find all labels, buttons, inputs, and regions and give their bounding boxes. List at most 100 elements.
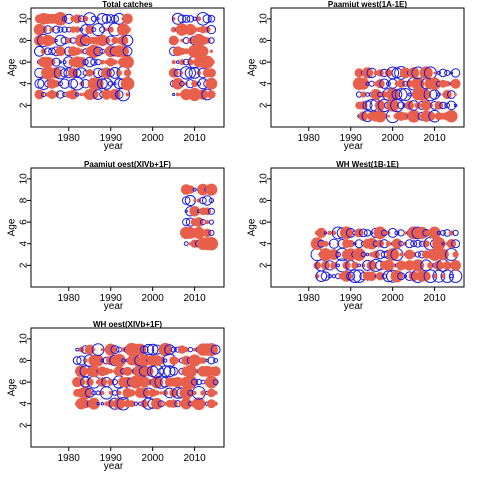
panel-1: Total catches 1980 1990 2000 2010 2 4 6 8 10 year A… — [7, 0, 225, 152]
x-tick-label: 1980 — [58, 453, 81, 464]
positive-residual-bubble — [92, 354, 104, 367]
bubble-group — [72, 342, 221, 411]
plot-frame — [270, 7, 465, 128]
positive-residual-bubble — [427, 262, 434, 269]
negative-residual-bubble — [52, 25, 61, 34]
positive-residual-bubble — [390, 262, 396, 268]
negative-residual-bubble — [179, 66, 193, 80]
negative-residual-bubble — [106, 14, 116, 24]
negative-residual-bubble — [177, 14, 187, 24]
positive-residual-bubble — [123, 69, 132, 77]
negative-residual-bubble — [407, 92, 412, 97]
y-tick-label: 6 — [259, 59, 270, 65]
negative-residual-bubble — [84, 388, 95, 398]
negative-residual-bubble — [72, 356, 82, 365]
positive-residual-bubble — [206, 68, 216, 78]
positive-residual-bubble — [373, 226, 387, 240]
positive-residual-bubble — [116, 390, 122, 396]
positive-residual-bubble — [201, 401, 206, 406]
positive-residual-bubble — [396, 79, 406, 88]
positive-residual-bubble — [425, 111, 436, 121]
negative-residual-bubble — [398, 240, 404, 247]
negative-residual-bubble — [163, 358, 168, 363]
positive-residual-bubble — [125, 92, 130, 97]
panel-2: Paamiut west(1A-1E) 1980 1990 2000 2010 2 4 6 8 1… — [247, 0, 465, 152]
x-axis-label: year — [104, 141, 124, 152]
positive-residual-bubble — [108, 390, 113, 395]
positive-residual-bubble — [193, 217, 204, 228]
positive-residual-bubble — [370, 89, 382, 101]
positive-residual-bubble — [210, 366, 221, 377]
negative-residual-bubble — [110, 345, 120, 355]
positive-residual-bubble — [192, 368, 197, 374]
negative-residual-bubble — [164, 344, 175, 356]
positive-residual-bubble — [375, 79, 385, 89]
x-tick-label: 1980 — [58, 133, 81, 144]
negative-residual-bubble — [207, 207, 215, 215]
positive-residual-bubble — [175, 92, 180, 97]
positive-residual-bubble — [453, 114, 458, 118]
positive-residual-bubble — [112, 353, 126, 368]
positive-residual-bubble — [104, 28, 109, 32]
y-axis-label: Age — [7, 218, 18, 236]
negative-residual-bubble — [34, 78, 45, 89]
positive-residual-bubble — [366, 260, 377, 271]
positive-residual-bubble — [50, 67, 62, 79]
positive-residual-bubble — [316, 227, 327, 238]
y-tick-label: 8 — [259, 37, 270, 43]
panel-title: WH West(1B-1E) — [336, 160, 399, 169]
positive-residual-bubble — [128, 400, 136, 408]
y-tick-label: 8 — [19, 37, 30, 43]
positive-residual-bubble — [189, 206, 200, 217]
positive-residual-bubble — [92, 78, 104, 90]
negative-residual-bubble — [90, 58, 98, 66]
y-tick-label: 4 — [19, 241, 30, 247]
positive-residual-bubble — [433, 71, 436, 75]
positive-residual-bubble — [452, 251, 459, 258]
negative-residual-bubble — [51, 57, 61, 67]
negative-residual-bubble — [357, 263, 362, 268]
positive-residual-bubble — [404, 100, 415, 110]
negative-residual-bubble — [196, 11, 210, 26]
negative-residual-bubble — [191, 378, 199, 386]
negative-residual-bubble — [386, 66, 400, 80]
positive-residual-bubble — [419, 81, 425, 87]
positive-residual-bubble — [374, 100, 386, 111]
negative-residual-bubble — [84, 56, 95, 68]
positive-residual-bubble — [128, 389, 136, 397]
negative-residual-bubble — [368, 80, 375, 87]
y-tick-label: 8 — [19, 357, 30, 363]
positive-residual-bubble — [357, 77, 370, 90]
positive-residual-bubble — [176, 39, 180, 42]
y-tick-label: 2 — [19, 422, 30, 428]
negative-residual-bubble — [170, 346, 177, 353]
positive-residual-bubble — [448, 230, 455, 236]
positive-residual-bubble — [180, 398, 192, 410]
x-tick-label: 1990 — [340, 133, 363, 144]
positive-residual-bubble — [387, 114, 390, 118]
x-tick-label: 1980 — [298, 133, 321, 144]
x-tick-label: 2010 — [424, 133, 447, 144]
positive-residual-bubble — [85, 69, 94, 77]
positive-residual-bubble — [88, 397, 100, 410]
bubble-group — [310, 226, 463, 284]
panel-5: WH oest(XIVb+1F) 1980 1990 2000 2010 2 4 6 8 10 ye… — [7, 320, 225, 472]
positive-residual-bubble — [213, 390, 218, 395]
negative-residual-bubble — [48, 47, 56, 56]
negative-residual-bubble — [451, 239, 461, 249]
negative-residual-bubble — [183, 241, 189, 247]
positive-residual-bubble — [419, 66, 433, 80]
negative-residual-bubble — [358, 228, 368, 238]
positive-residual-bubble — [200, 390, 206, 396]
x-axis-label: year — [104, 301, 124, 312]
positive-residual-bubble — [444, 80, 451, 87]
negative-residual-bubble — [320, 271, 331, 282]
positive-residual-bubble — [204, 237, 219, 251]
x-tick-label: 2000 — [142, 453, 165, 464]
negative-residual-bubble — [207, 356, 216, 365]
negative-residual-bubble — [331, 274, 336, 279]
negative-residual-bubble — [182, 218, 191, 227]
x-tick-label: 1990 — [100, 293, 123, 304]
positive-residual-bubble — [428, 226, 441, 240]
negative-residual-bubble — [91, 23, 105, 37]
